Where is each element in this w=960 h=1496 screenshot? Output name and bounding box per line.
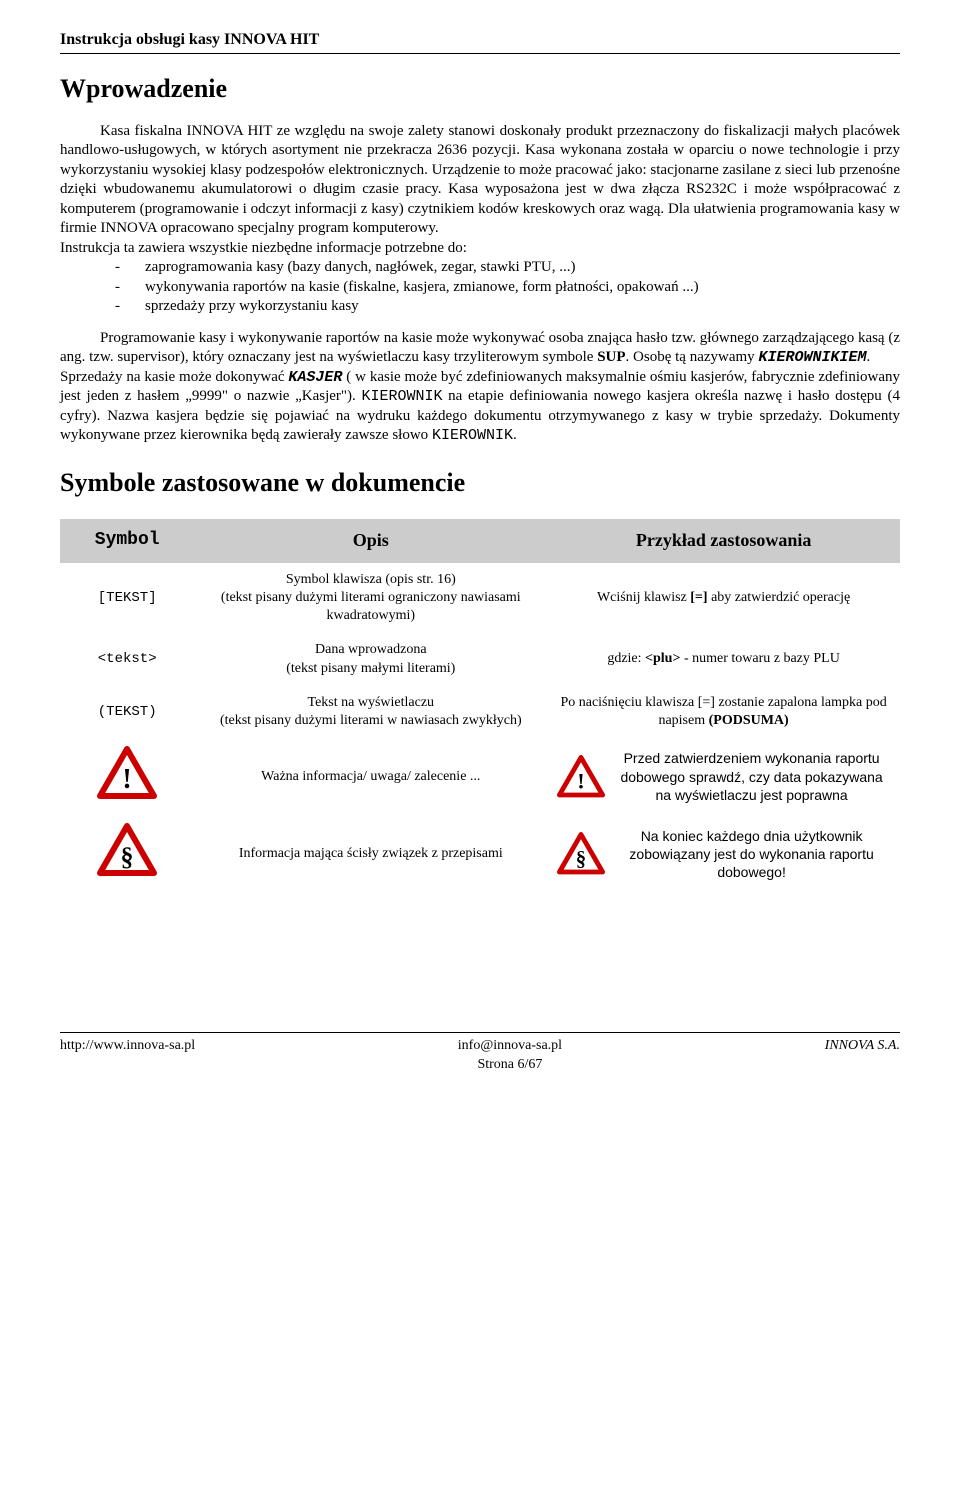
opis-cell: Ważna informacja/ uwaga/ zalecenie ... xyxy=(194,738,547,815)
symbol-cell: <tekst> xyxy=(60,633,194,685)
opis-cell: Tekst na wyświetlaczu (tekst pisany duży… xyxy=(194,686,547,738)
footer-left: http://www.innova-sa.pl xyxy=(60,1037,195,1073)
footer-right: INNOVA S.A. xyxy=(825,1037,900,1073)
symbol-cell: § xyxy=(60,815,194,892)
example-text: Przed zatwierdzeniem wykonania raportu d… xyxy=(613,749,890,804)
svg-text:§: § xyxy=(576,847,586,870)
warning-sign-icon: ! xyxy=(557,755,605,799)
intro-heading: Wprowadzenie xyxy=(60,72,900,106)
th-example: Przykład zastosowania xyxy=(547,519,900,562)
table-row: <tekst> Dana wprowadzona (tekst pisany m… xyxy=(60,633,900,685)
intro-paragraph-2: Instrukcja ta zawiera wszystkie niezbędn… xyxy=(60,239,900,259)
document-header: Instrukcja obsługi kasy INNOVA HIT xyxy=(60,30,900,54)
intro-paragraph-1: Kasa fiskalna INNOVA HIT ze względu na s… xyxy=(60,122,900,239)
table-row: (TEKST) Tekst na wyświetlaczu (tekst pis… xyxy=(60,686,900,738)
table-row: ! Ważna informacja/ uwaga/ zalecenie ...… xyxy=(60,738,900,815)
example-cell: gdzie: <plu> - numer towaru z bazy PLU xyxy=(547,633,900,685)
symbol-cell: ! xyxy=(60,738,194,815)
example-cell: ! Przed zatwierdzeniem wykonania raportu… xyxy=(547,738,900,815)
symbol-cell: [TEKST] xyxy=(60,563,194,634)
example-cell: Po naciśnięciu klawisza [=] zostanie zap… xyxy=(547,686,900,738)
page-footer: http://www.innova-sa.pl info@innova-sa.p… xyxy=(60,1032,900,1073)
th-opis: Opis xyxy=(194,519,547,562)
svg-text:§: § xyxy=(121,842,134,871)
intro-paragraph-4: Sprzedaży na kasie może dokonywać KASJER… xyxy=(60,368,900,446)
dash-icon: - xyxy=(115,278,145,298)
list-item: - sprzedaży przy wykorzystaniu kasy xyxy=(115,297,900,317)
table-header-row: Symbol Opis Przykład zastosowania xyxy=(60,519,900,562)
list-text: wykonywania raportów na kasie (fiskalne,… xyxy=(145,278,699,298)
warning-sign-icon: ! xyxy=(97,746,157,801)
symbol-cell: (TEKST) xyxy=(60,686,194,738)
intro-list: - zaprogramowania kasy (bazy danych, nag… xyxy=(115,258,900,317)
opis-cell: Symbol klawisza (opis str. 16) (tekst pi… xyxy=(194,563,547,634)
list-text: zaprogramowania kasy (bazy danych, nagłó… xyxy=(145,258,576,278)
example-cell: § Na koniec każdego dnia użytkownik zobo… xyxy=(547,815,900,892)
opis-cell: Dana wprowadzona (tekst pisany małymi li… xyxy=(194,633,547,685)
example-text: Na koniec każdego dnia użytkownik zobowi… xyxy=(613,827,890,882)
list-text: sprzedaży przy wykorzystaniu kasy xyxy=(145,297,359,317)
paragraph-sign-icon: § xyxy=(557,832,605,876)
table-row: [TEKST] Symbol klawisza (opis str. 16) (… xyxy=(60,563,900,634)
th-symbol: Symbol xyxy=(60,519,194,562)
symbols-table: Symbol Opis Przykład zastosowania [TEKST… xyxy=(60,519,900,892)
opis-cell: Informacja mająca ścisły związek z przep… xyxy=(194,815,547,892)
list-item: - zaprogramowania kasy (bazy danych, nag… xyxy=(115,258,900,278)
svg-text:!: ! xyxy=(123,764,132,795)
table-row: § Informacja mająca ścisły związek z prz… xyxy=(60,815,900,892)
example-cell: Wciśnij klawisz [=] aby zatwierdzić oper… xyxy=(547,563,900,634)
symbols-heading: Symbole zastosowane w dokumencie xyxy=(60,466,900,500)
footer-center: info@innova-sa.pl Strona 6/67 xyxy=(458,1037,562,1073)
paragraph-sign-icon: § xyxy=(97,823,157,878)
list-item: - wykonywania raportów na kasie (fiskaln… xyxy=(115,278,900,298)
dash-icon: - xyxy=(115,297,145,317)
svg-text:!: ! xyxy=(577,768,584,793)
intro-paragraph-3: Programowanie kasy i wykonywanie raportó… xyxy=(60,329,900,368)
dash-icon: - xyxy=(115,258,145,278)
